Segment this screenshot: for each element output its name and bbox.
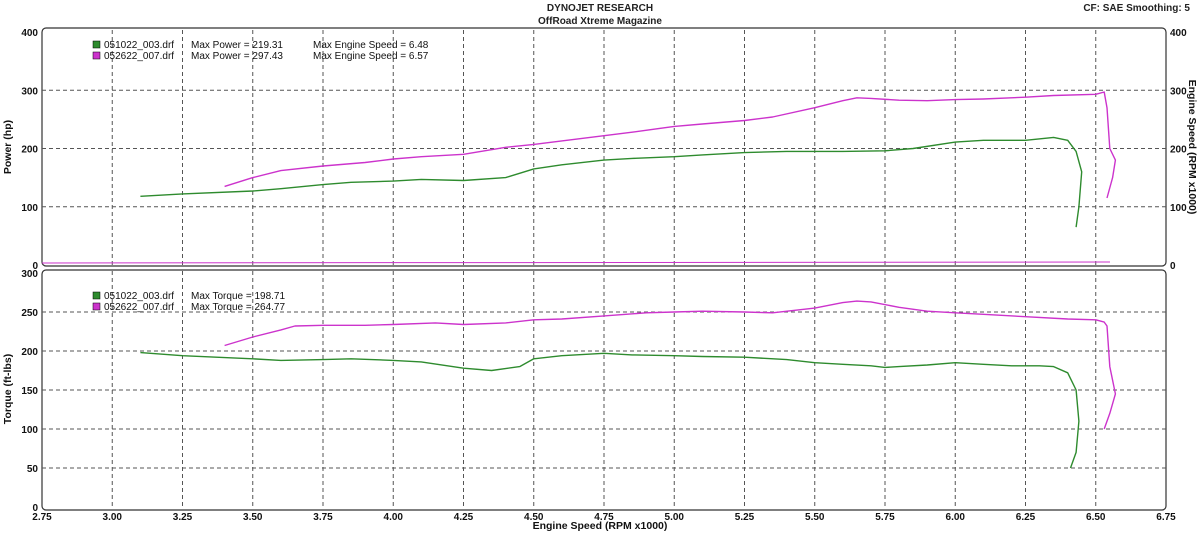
x-axis-ticks: 2.75 3.00 3.25 3.50 3.75 4.00 4.25 4.50 4.75 5.00… — [32, 512, 1176, 523]
torque-y-axis-label: Torque (ft-lbs) — [2, 354, 14, 424]
legend-max-torque-run2: Max Torque = 264.77 — [191, 302, 285, 313]
torque-legend: 051022_003.drf Max Torque = 198.71 05262… — [92, 291, 285, 313]
power-series — [140, 91, 1117, 228]
x-tick-label: 6.75 — [1156, 512, 1176, 523]
legend-max-speed-run2: Max Engine Speed = 6.57 — [313, 51, 429, 62]
legend-swatch-run1 — [92, 291, 101, 300]
x-tick-label: 4.00 — [384, 512, 404, 523]
x-tick-label: 4.25 — [454, 512, 474, 523]
x-tick-label: 5.75 — [875, 512, 895, 523]
x-tick-label: 5.50 — [805, 512, 825, 523]
right-y-tick-label: 0 — [1170, 261, 1176, 272]
y-tick-label: 300 — [21, 86, 38, 97]
right-y-tick-label: 400 — [1170, 28, 1187, 39]
legend-max-torque-run1: Max Torque = 198.71 — [191, 291, 285, 302]
power-y-ticks: 0 100 200 300 400 — [21, 28, 38, 272]
torque-series — [140, 300, 1117, 469]
torque-y-ticks: 0 50 100 150 200 250 300 — [21, 269, 38, 514]
torque-grid — [42, 271, 1166, 507]
right-y-tick-label: 200 — [1170, 145, 1187, 156]
power-right-ticks: 0 100 200 300 400 — [1170, 28, 1187, 272]
y-tick-label: 250 — [21, 308, 38, 319]
x-tick-label: 6.25 — [1016, 512, 1036, 523]
power-plot-frame — [41, 27, 1167, 267]
x-tick-label: 3.25 — [173, 512, 193, 523]
x-tick-label: 4.50 — [524, 512, 544, 523]
legend-max-speed-run1: Max Engine Speed = 6.48 — [313, 40, 429, 51]
legend-max-power-run2: Max Power = 297.43 — [191, 51, 283, 62]
x-axis-label: Engine Speed (RPM x1000) — [533, 520, 668, 532]
x-tick-label: 3.50 — [243, 512, 263, 523]
x-tick-label: 6.00 — [946, 512, 966, 523]
power-panel: 0 100 200 300 400 0 100 200 300 400 Power (hp) E… — [2, 27, 1198, 272]
right-y-tick-label: 100 — [1170, 203, 1187, 214]
x-tick-label: 5.00 — [665, 512, 685, 523]
power-legend: 051022_003.drf Max Power = 219.31 Max En… — [92, 40, 429, 62]
x-tick-label: 6.50 — [1086, 512, 1106, 523]
y-tick-label: 150 — [21, 386, 38, 397]
chart-title: DYNOJET RESEARCH — [547, 3, 653, 14]
x-tick-label: 4.75 — [594, 512, 614, 523]
y-tick-label: 400 — [21, 28, 38, 39]
power-grid — [42, 30, 1166, 265]
speed-y-axis-label: Engine Speed (RPM x1000) — [1186, 80, 1198, 215]
y-tick-label: 200 — [21, 347, 38, 358]
legend-swatch-run2 — [92, 302, 101, 311]
x-tick-label: 3.75 — [313, 512, 333, 523]
y-tick-label: 100 — [21, 203, 38, 214]
x-tick-label: 3.00 — [103, 512, 123, 523]
torque-series-line-run1 — [140, 351, 1080, 469]
x-tick-label: 2.75 — [32, 512, 52, 523]
speed-trace — [41, 261, 1111, 264]
torque-panel: 0 50 100 150 200 250 300 2.75 3.00 3.25 3.50 3.75 4… — [2, 269, 1176, 532]
legend-swatch-run2 — [92, 51, 101, 60]
legend-swatch-run1 — [92, 40, 101, 49]
x-tick-label: 5.25 — [735, 512, 755, 523]
legend-file-run2: 052622_007.drf — [104, 51, 174, 62]
y-tick-label: 0 — [32, 261, 38, 272]
torque-series-line-run2 — [224, 300, 1117, 430]
y-tick-label: 300 — [21, 269, 38, 280]
y-tick-label: 0 — [32, 503, 38, 514]
power-series-line-run2 — [224, 91, 1117, 199]
legend-file-run1: 051022_003.drf — [104, 291, 174, 302]
legend-file-run2: 052622_007.drf — [104, 302, 174, 313]
y-tick-label: 50 — [27, 464, 39, 475]
y-tick-label: 200 — [21, 145, 38, 156]
power-y-axis-label: Power (hp) — [2, 120, 14, 174]
settings-label: CF: SAE Smoothing: 5 — [1083, 3, 1190, 14]
legend-max-power-run1: Max Power = 219.31 — [191, 40, 283, 51]
right-y-tick-label: 300 — [1170, 86, 1187, 97]
legend-file-run1: 051022_003.drf — [104, 40, 174, 51]
y-tick-label: 100 — [21, 425, 38, 436]
power-series-line-run1 — [140, 136, 1083, 228]
chart-subtitle: OffRoad Xtreme Magazine — [538, 16, 662, 27]
